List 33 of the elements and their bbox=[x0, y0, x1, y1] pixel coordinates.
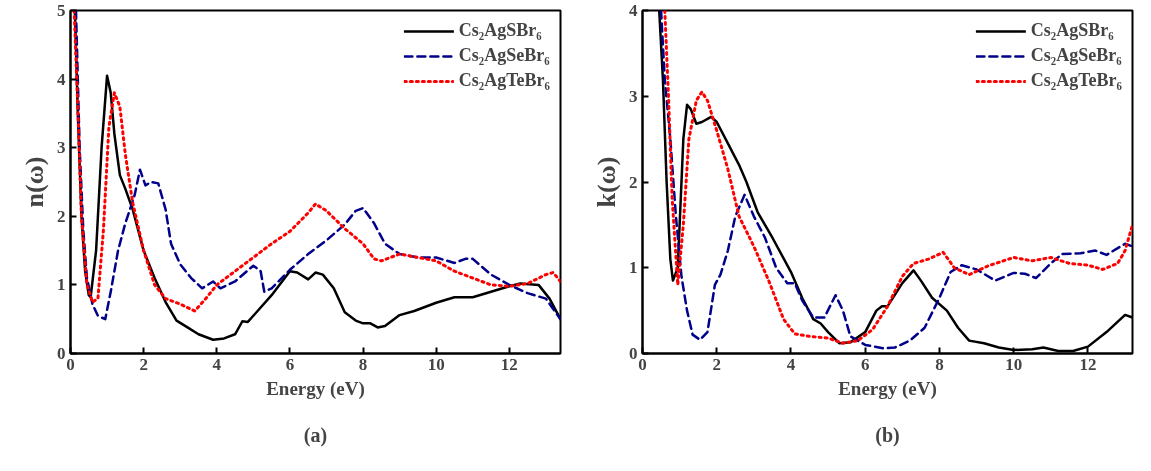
x-axis-title: Energy (eV) bbox=[266, 377, 365, 400]
y-tick-label: 4 bbox=[629, 1, 638, 20]
x-tick-label: 2 bbox=[139, 354, 148, 374]
legend-label: Cs₂AgTeBr₆ bbox=[1030, 70, 1122, 91]
x-axis-title: Energy (eV) bbox=[838, 377, 937, 400]
x-tick-label: 6 bbox=[285, 354, 295, 374]
legend-label: Cs₂AgSeBr₆ bbox=[1030, 45, 1122, 66]
y-tick-label: 3 bbox=[629, 86, 638, 106]
x-tick-label: 12 bbox=[1079, 354, 1097, 374]
x-tick-label: 10 bbox=[427, 354, 445, 374]
x-tick-label: 4 bbox=[212, 354, 222, 374]
y-tick-label: 4 bbox=[57, 69, 66, 89]
y-tick-label: 2 bbox=[57, 206, 66, 226]
x-tick-label: 6 bbox=[860, 354, 870, 374]
y-tick-label: 3 bbox=[57, 138, 66, 158]
x-tick-label: 8 bbox=[358, 354, 368, 374]
y-tick-label: 1 bbox=[57, 275, 66, 295]
legend-label: Cs₂AgTeBr₆ bbox=[458, 70, 550, 91]
x-tick-label: 10 bbox=[1005, 354, 1023, 374]
y-tick-label: 5 bbox=[57, 1, 66, 20]
x-tick-label: 4 bbox=[786, 354, 796, 374]
legend-label: Cs₂AgSeBr₆ bbox=[458, 45, 550, 66]
y-tick-label: 2 bbox=[629, 172, 638, 192]
x-tick-label: 8 bbox=[935, 354, 944, 374]
x-tick-label: 2 bbox=[712, 354, 721, 374]
y-axis-title: k(ω) bbox=[592, 156, 621, 208]
text: (a) bbox=[303, 423, 328, 447]
x-tick-label: 12 bbox=[500, 354, 518, 374]
legend-label: Cs₂AgSBr₆ bbox=[458, 20, 542, 41]
text: (b) bbox=[875, 423, 900, 447]
legend-label: Cs₂AgSBr₆ bbox=[1030, 20, 1114, 41]
y-tick-label: 1 bbox=[629, 258, 638, 278]
y-axis-title: n(ω) bbox=[20, 156, 49, 208]
